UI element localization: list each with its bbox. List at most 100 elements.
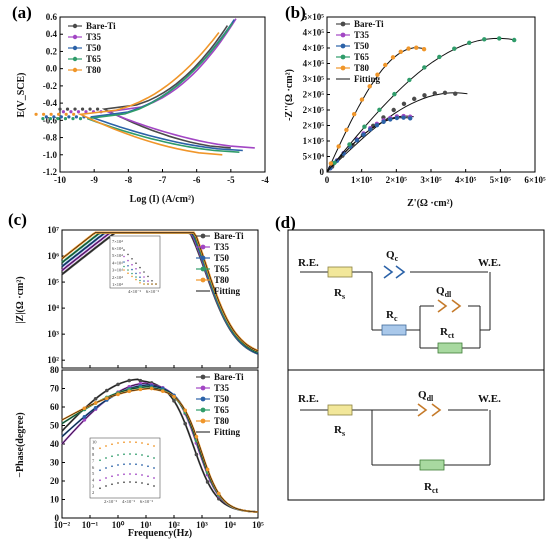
nyquist-point-t50 (361, 132, 366, 137)
ct-inset-point-bare-ti (123, 249, 125, 251)
polarization-curve-t65 (87, 22, 240, 153)
ct-inset-point-t80 (151, 283, 153, 285)
ct-inset-point-bare-ti (135, 262, 137, 265)
cb-inset-point-t50 (105, 467, 107, 469)
plot-c-bottom-curves (61, 378, 259, 513)
legend-label-t65: T65 (354, 52, 370, 62)
legend-label-bare-ti: Bare-Ti (86, 21, 116, 31)
plot-b-ticks: 0 1×10⁵ 2×10⁵ 3×10⁵ 4×10⁵ 5×10⁵ 6×10⁵ 0 5×10⁴ 1×1… (303, 12, 546, 185)
circuit-top-qdl-cpe (437, 299, 462, 313)
b-xtick-label: 3×10⁵ (420, 175, 442, 185)
a-xtick-label: -7 (159, 175, 167, 185)
cb-inset-point-t65 (99, 459, 101, 462)
legend-marker-t50 (72, 45, 78, 51)
ct-inset-point-bare-ti (143, 271, 145, 273)
ct-inset-frame (109, 235, 161, 289)
ct-inset-point-t80 (135, 278, 137, 281)
plot-a-curves (34, 18, 255, 156)
ct-inset-point-t50 (123, 261, 125, 263)
ct-inset-xtick-label: 6×10⁻² (146, 289, 160, 294)
cb-inset-ytick-label: 2 (92, 490, 94, 495)
legend-marker-t65 (200, 407, 206, 413)
circuit-top-re-label: R.E. (298, 257, 319, 269)
a-ytick-label: -0.4 (43, 98, 58, 108)
legend-label-fitting: Fitting (354, 74, 380, 84)
legend-label-t35: T35 (214, 242, 230, 252)
nyquist-point-t65 (362, 124, 367, 129)
nyquist-point-bare-ti (391, 107, 396, 113)
circuit-top-frame (287, 229, 545, 371)
nyquist-point-bare-ti (432, 91, 437, 96)
bode-phase-point-t35 (82, 418, 87, 422)
cb-ytick-label: 70 (50, 384, 60, 394)
nyquist-point-t65 (452, 46, 457, 51)
nyquist-point-bare-ti (453, 91, 458, 96)
legend-marker-t65 (72, 56, 78, 62)
a-ytick-label: 0.0 (46, 64, 58, 74)
cb-inset-point-t65 (123, 453, 125, 456)
legend-marker-t65 (340, 54, 346, 60)
b-xtick-label: 1×10⁵ (351, 175, 373, 185)
b-ytick-label: 1×10⁵ (303, 136, 325, 146)
ct-inset-ytick-label: 3×10⁴ (112, 268, 123, 273)
ct-inset-point-t65 (123, 265, 125, 268)
circuit-top-rs-resistor (327, 266, 353, 278)
bode-phase-point-bare-ti (116, 382, 120, 387)
polarization-marker-t35 (69, 110, 73, 114)
circuit-top-rc-resistor (381, 324, 407, 336)
polarization-marker-t80 (72, 112, 76, 116)
polarization-marker-t65 (41, 117, 45, 121)
ct-inset-point-t50 (131, 268, 133, 271)
cb-inset-point-bare-ti (147, 483, 149, 486)
legend-marker-t50 (200, 396, 206, 402)
a-ytick-label: 0.2 (46, 46, 58, 56)
circuit-top-rs-label: Rs (334, 287, 345, 301)
cb-inset-point-t35 (147, 475, 149, 478)
plot-a-ticks: -10 -9 -8 -7 -6 -5 -4 -1.2 -1.0 -0.8 -0.6 -0.4 -0.2 0… (43, 12, 269, 185)
circuit-top-we-label: W.E. (478, 257, 501, 269)
polarization-marker-bare-ti (58, 107, 62, 111)
legend-label-bare-ti: Bare-Ti (354, 19, 384, 29)
legend-label-bare-ti: Bare-Ti (214, 231, 244, 241)
cb-inset-point-bare-ti (135, 481, 137, 484)
bode-phase-point-t80 (205, 467, 210, 472)
circuit-top-rc-label: Rc (386, 309, 398, 323)
cb-inset-point-t35 (105, 477, 107, 479)
panel-a: (a) -10 -9 -8 -7 -6 -5 -4-1.2-1.0-0.8-0.6-0.4-… (12, 3, 269, 205)
circuit-bottom-rs-label: Rs (334, 424, 345, 438)
ct-inset-point-bare-ti (127, 253, 129, 256)
ct-inset-point-bare-ti (151, 280, 153, 282)
panel-d: (d) R.E. (275, 213, 545, 501)
cb-inset-point-t65 (105, 457, 107, 459)
cb-inset-ytick-label: 3 (92, 484, 95, 489)
ct-inset-point-t35 (135, 268, 137, 270)
circuit-bottom-we-label: W.E. (478, 393, 501, 405)
bode-phase-point-t80 (161, 389, 165, 393)
ct-inset-point-t50 (127, 265, 129, 267)
cb-xtick-label: 10⁵ (252, 520, 264, 530)
bode-phase-point-t80 (194, 434, 199, 439)
circuit-top-qc-cpe (383, 265, 406, 279)
nyquist-fit-bare-ti (326, 92, 468, 173)
bode-phase-point-bare-ti (138, 378, 143, 383)
cb-inset-point-t80 (147, 443, 149, 446)
polarization-marker-bare-ti (88, 107, 92, 111)
cb-inset-point-t35 (99, 479, 101, 482)
polarization-curve-t80 (77, 32, 223, 156)
legend-marker-t35 (72, 34, 78, 40)
cb-inset-point-bare-ti (99, 487, 101, 490)
cb-xtick-label: 10⁴ (224, 520, 236, 530)
cb-inset-ytick-label: 9 (92, 446, 95, 451)
nyquist-point-bare-ti (401, 101, 407, 106)
cb-inset-point-t50 (99, 469, 101, 472)
plot-b-xlabel: Z'(Ω ·cm²) (407, 198, 453, 209)
cb-inset-point-t35 (111, 475, 113, 478)
polarization-marker-t50 (67, 115, 71, 119)
cb-inset-point-t65 (141, 454, 143, 456)
b-ytick-label: 0 (320, 167, 325, 177)
polarization-marker-t35 (61, 110, 66, 114)
polarization-marker-t50 (59, 115, 63, 119)
nyquist-point-t80 (390, 55, 396, 60)
